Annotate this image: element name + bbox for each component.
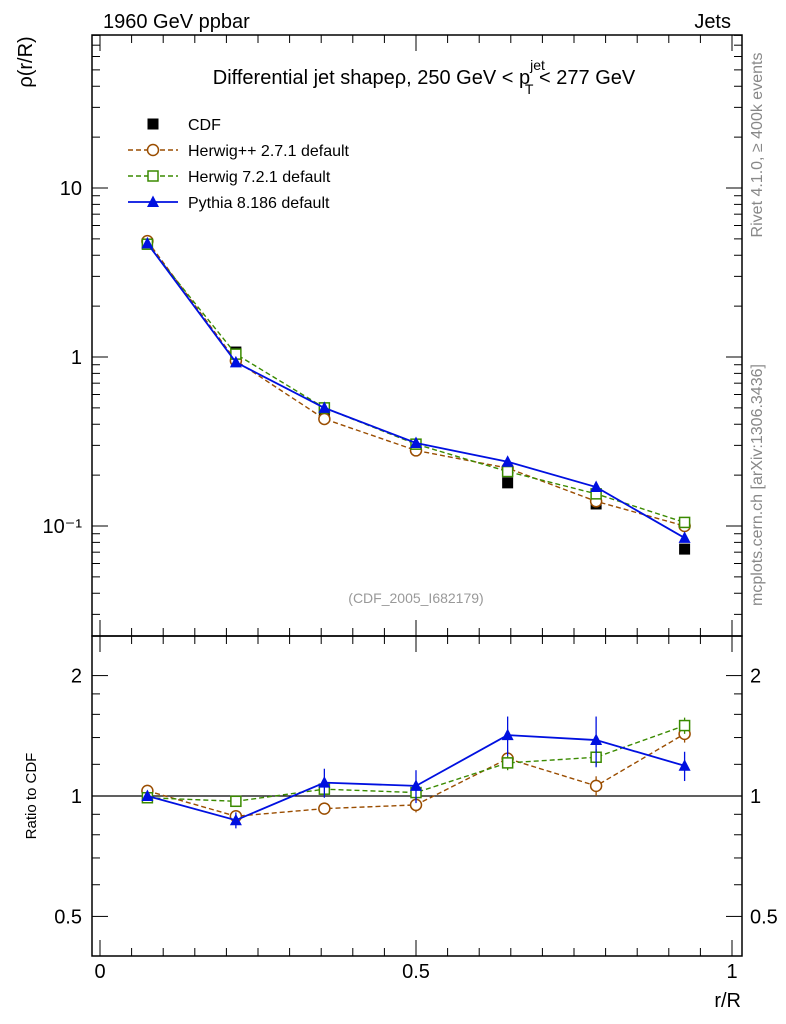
- main-cdf-point: [502, 477, 514, 489]
- x-tick-label: 1: [726, 961, 737, 983]
- legend: CDF Herwig++ 2.7.1 default Herwig 7.2.1 de…: [128, 117, 350, 212]
- ratio-pythia-point: [678, 759, 691, 771]
- ratio-herwig7-point: [678, 719, 691, 732]
- legend-pythia-marker: [147, 195, 159, 207]
- legend-pythia-label: Pythia 8.186 default: [188, 195, 330, 212]
- ratio-y-tick-label: 1: [71, 786, 82, 808]
- main-pythia-point: [590, 480, 603, 493]
- legend-cdf-marker: [147, 118, 159, 130]
- main-pythia-line: [146, 242, 686, 539]
- x-axis-label: r/R: [714, 990, 741, 1012]
- legend-herwig7-label: Herwig 7.2.1 default: [188, 169, 331, 186]
- main-herwigpp-point: [318, 412, 331, 426]
- main-y-tick-label: 1: [71, 347, 82, 369]
- ratio-y-tick-label-right: 0.5: [750, 906, 778, 928]
- main-y-label: ρ(r/R): [15, 36, 37, 87]
- legend-herwigpp-label: Herwig++ 2.7.1 default: [188, 143, 350, 160]
- main-herwigpp-line: [146, 240, 685, 527]
- main-herwig7-point: [678, 516, 691, 529]
- main-herwig7-line: [146, 243, 685, 524]
- main-y-tick-label: 10⁻¹: [43, 516, 83, 538]
- ratio-y-tick-label-right: 2: [750, 666, 761, 688]
- main-pythia-point: [141, 236, 154, 249]
- header-left: 1960 GeV ppbar: [103, 11, 250, 33]
- ratio-y-tick-label-right: 1: [750, 786, 761, 808]
- main-herwig7-point: [501, 465, 514, 478]
- ratio-pythia-point: [229, 813, 242, 826]
- ratio-herwig7-point: [501, 757, 514, 769]
- main-pythia-point: [501, 455, 514, 467]
- legend-herwig7-marker: [147, 170, 159, 182]
- main-pythia-point: [678, 531, 691, 543]
- ratio-panel: 0 0.5 1 0.5 0.5 1 1 2 2: [54, 635, 778, 983]
- ratio-herwigpp-point: [589, 779, 603, 793]
- ratio-y-tick-label: 2: [71, 666, 82, 688]
- x-tick-label: 0: [94, 961, 105, 983]
- ratio-pythia-point: [141, 789, 154, 801]
- main-y-tick-label: 10: [60, 178, 82, 200]
- ratio-pythia-point: [410, 779, 422, 791]
- ratio-pythia-point: [590, 733, 603, 746]
- ratio-herwig7-point: [230, 795, 242, 808]
- header-right: Jets: [694, 11, 731, 33]
- main-panel: 10⁻¹ 1 10: [43, 34, 743, 637]
- mcplots-label: mcplots.cern.ch [arXiv:1306.3436]: [749, 364, 766, 606]
- ratio-pythia-point: [501, 728, 514, 741]
- main-pythia-point: [410, 436, 422, 448]
- ratio-herwigpp-point: [318, 802, 331, 815]
- main-pythia-point: [229, 355, 242, 368]
- legend-cdf-label: CDF: [188, 117, 221, 134]
- ratio-y-tick-label: 0.5: [54, 906, 82, 928]
- analysis-id: (CDF_2005_I682179): [348, 590, 483, 606]
- ratio-y-label: Ratio to CDF: [23, 753, 40, 840]
- chart-title: Differential jet shapeρ, 250 GeV < pjet T…: [213, 57, 636, 97]
- main-pythia-point: [318, 401, 331, 413]
- x-tick-label: 0.5: [402, 961, 430, 983]
- rivet-label: Rivet 4.1.0, ≥ 400k events: [749, 53, 766, 238]
- main-cdf-point: [679, 543, 691, 555]
- legend-herwigpp-marker: [146, 143, 160, 157]
- ratio-pythia-point: [318, 776, 331, 788]
